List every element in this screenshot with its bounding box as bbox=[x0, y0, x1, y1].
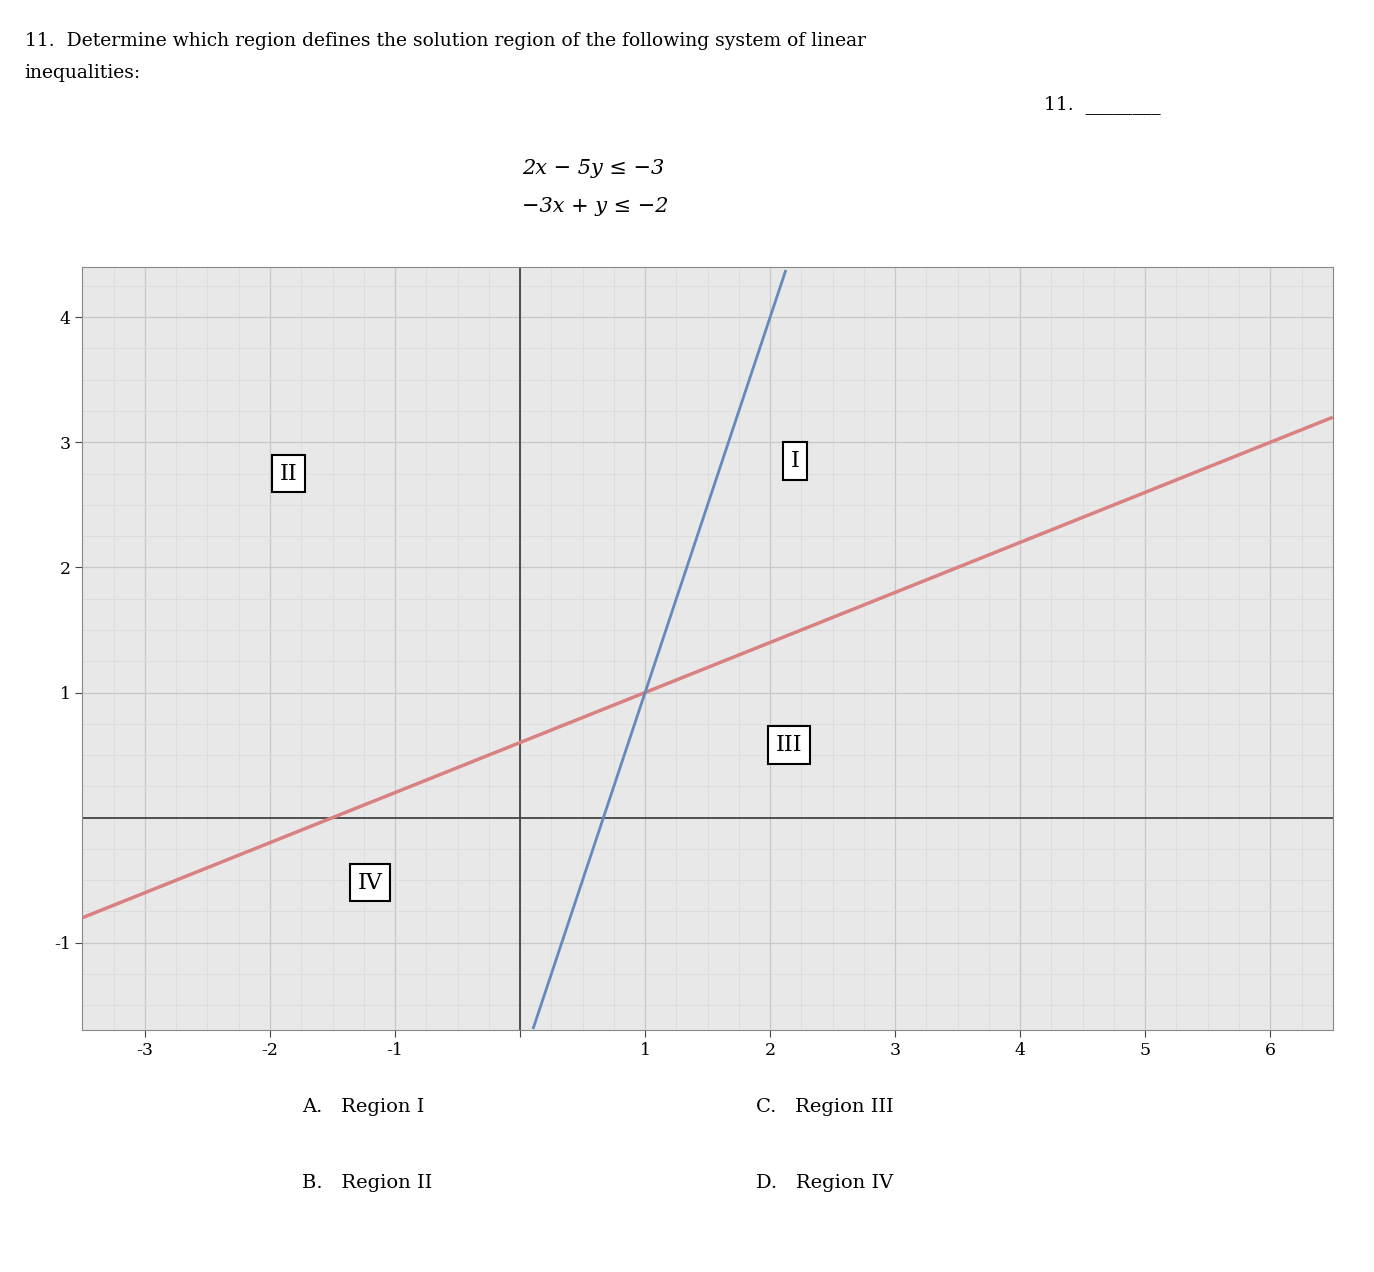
Text: 2x − 5y ≤ −3: 2x − 5y ≤ −3 bbox=[522, 159, 665, 178]
Text: B.   Region II: B. Region II bbox=[302, 1174, 433, 1192]
Text: III: III bbox=[775, 734, 802, 756]
Text: inequalities:: inequalities: bbox=[25, 64, 142, 81]
Text: C.   Region III: C. Region III bbox=[756, 1098, 893, 1116]
Text: IV: IV bbox=[357, 871, 382, 894]
Text: −3x + y ≤ −2: −3x + y ≤ −2 bbox=[522, 197, 669, 216]
Text: II: II bbox=[280, 463, 298, 485]
Text: A.   Region I: A. Region I bbox=[302, 1098, 425, 1116]
Text: 11.  ________: 11. ________ bbox=[1044, 95, 1161, 114]
Text: 11.  Determine which region defines the solution region of the following system : 11. Determine which region defines the s… bbox=[25, 32, 866, 50]
Text: D.   Region IV: D. Region IV bbox=[756, 1174, 893, 1192]
Text: I: I bbox=[790, 450, 800, 472]
